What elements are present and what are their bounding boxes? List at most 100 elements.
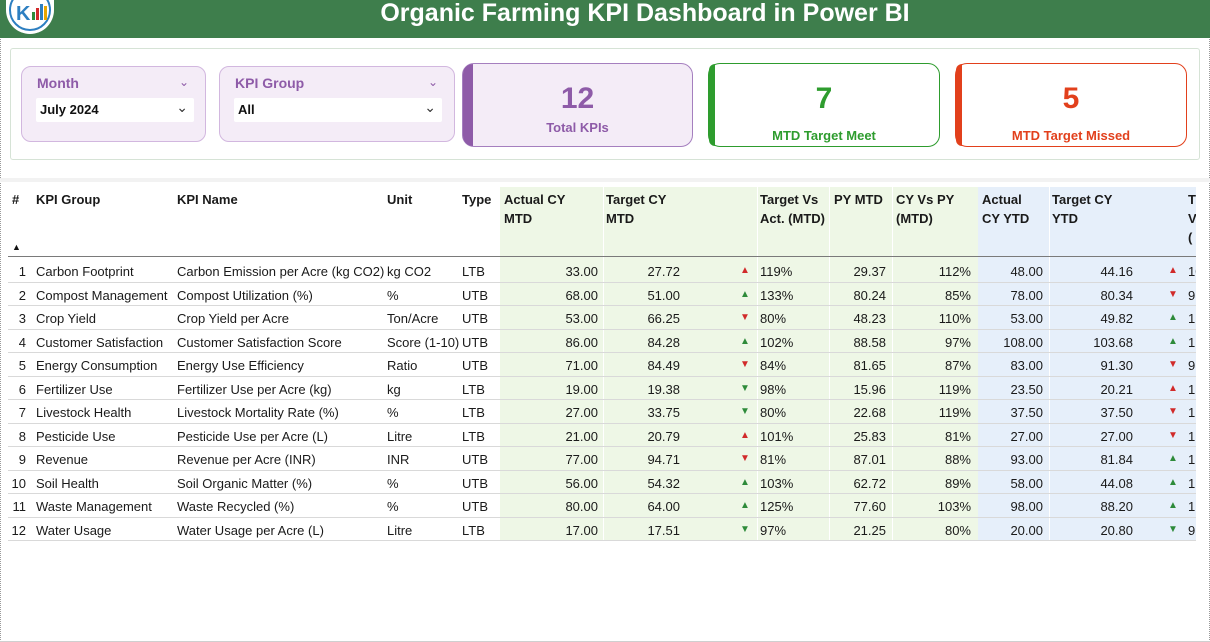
actual-cy-mtd-cell: 77.00 xyxy=(565,452,598,467)
chevron-down-icon[interactable]: ⌄ xyxy=(178,75,189,89)
header-actual-cy-mtd[interactable]: Actual CY MTD xyxy=(504,192,566,226)
target-vs-act-ytd-cell: 1 xyxy=(1188,311,1196,326)
divider xyxy=(0,178,1210,182)
kpi-group-cell: Customer Satisfaction xyxy=(36,334,164,350)
mtd-status-arrow-icon: ▲ xyxy=(740,265,750,276)
table-row[interactable]: 8 Pesticide Use Pesticide Use per Acre (L)… xyxy=(0,424,1196,447)
actual-cy-ytd-cell: 108.00 xyxy=(1003,334,1043,350)
ytd-status-arrow-icon: ▼ xyxy=(1168,359,1178,370)
header-kpi-group[interactable]: KPI Group xyxy=(36,192,101,207)
mtd-status-arrow-icon: ▲ xyxy=(740,476,750,488)
dropdown-arrow-icon[interactable]: ⌄ xyxy=(424,99,436,115)
cy-vs-py-mtd-cell: 110% xyxy=(938,311,971,326)
target-vs-act-ytd-cell: 1 xyxy=(1188,475,1196,491)
target-vs-act-mtd-cell: 97% xyxy=(760,522,787,538)
month-slicer[interactable]: Month ⌄ July 2024 ⌄ xyxy=(21,66,206,142)
actual-cy-mtd-cell: 80.00 xyxy=(565,499,598,514)
row-number: 2 xyxy=(18,287,26,303)
sort-ascending-icon[interactable]: ▲ xyxy=(12,242,21,252)
target-cy-mtd-cell: 84.28 xyxy=(647,334,680,350)
kpi-group-dropdown[interactable]: All ⌄ xyxy=(234,98,442,122)
target-cy-mtd-cell: 51.00 xyxy=(647,287,680,303)
table-row[interactable]: 4 Customer Satisfaction Customer Satisfact… xyxy=(0,330,1196,353)
cy-vs-py-mtd-cell: 97% xyxy=(944,334,971,350)
target-vs-act-ytd-cell: 1 xyxy=(1188,381,1196,397)
table-row[interactable]: 7 Livestock Health Livestock Mortality Rat… xyxy=(0,400,1196,424)
header-target-cy-mtd[interactable]: Target CY MTD xyxy=(606,192,667,226)
month-dropdown[interactable]: July 2024 ⌄ xyxy=(36,98,194,122)
header-target-vs-act-mtd[interactable]: Target Vs Act. (MTD) xyxy=(760,192,825,226)
table-row[interactable]: 12 Water Usage Water Usage per Acre (L) Lit… xyxy=(0,518,1196,541)
kpi-name-cell: Soil Organic Matter (%) xyxy=(177,475,313,491)
target-vs-act-ytd-cell: 1 xyxy=(1188,428,1196,444)
kpi-name-cell: Customer Satisfaction Score xyxy=(177,334,342,350)
row-divider xyxy=(8,540,1196,541)
dropdown-arrow-icon[interactable]: ⌄ xyxy=(176,99,188,115)
header-py-mtd[interactable]: PY MTD xyxy=(834,192,883,207)
header-target-vs-act-ytd[interactable]: T V ( xyxy=(1188,192,1196,245)
type-cell: UTB xyxy=(462,499,488,514)
table-row[interactable]: 1 Carbon Footprint Carbon Emission per Acr… xyxy=(0,259,1196,283)
table-row[interactable]: 5 Energy Consumption Energy Use Efficiency… xyxy=(0,353,1196,377)
actual-cy-mtd-cell: 17.00 xyxy=(565,522,598,538)
target-vs-act-mtd-cell: 102% xyxy=(760,334,794,350)
table-row[interactable]: 10 Soil Health Soil Organic Matter (%)% UTB… xyxy=(0,471,1196,494)
kpi-group-cell: Water Usage xyxy=(36,522,112,538)
row-number: 7 xyxy=(18,405,26,420)
row-divider xyxy=(8,493,1196,494)
header-unit[interactable]: Unit xyxy=(387,192,413,207)
row-number: 4 xyxy=(18,334,26,350)
actual-cy-mtd-cell: 86.00 xyxy=(565,334,598,350)
header-target-cy-ytd[interactable]: Target CY YTD xyxy=(1052,192,1113,226)
header-num[interactable]: # xyxy=(12,192,20,207)
kpi-group-slicer[interactable]: KPI Group ⌄ All ⌄ xyxy=(219,66,455,142)
chevron-down-icon[interactable]: ⌄ xyxy=(427,75,438,89)
row-divider xyxy=(8,305,1196,306)
row-number: 9 xyxy=(18,452,26,467)
actual-cy-mtd-cell: 19.00 xyxy=(565,381,598,397)
target-cy-ytd-cell: 88.20 xyxy=(1100,499,1133,514)
py-mtd-cell: 77.60 xyxy=(853,499,886,514)
mtd-target-missed-value: 5 xyxy=(1062,82,1080,115)
header-type[interactable]: Type xyxy=(462,192,492,207)
kpi-table: # KPI Group KPI Name Unit Type Actual CY… xyxy=(0,184,1196,544)
target-cy-ytd-cell: 20.21 xyxy=(1100,381,1133,397)
actual-cy-ytd-cell: 27.00 xyxy=(1010,428,1043,444)
unit-cell: kg CO2 xyxy=(387,264,432,279)
actual-cy-ytd-cell: 20.00 xyxy=(1010,522,1043,538)
target-vs-act-mtd-cell: 80% xyxy=(760,311,787,326)
table-row[interactable]: 6 Fertilizer Use Fertilizer Use per Acre (… xyxy=(0,377,1196,400)
ytd-status-arrow-icon: ▲ xyxy=(1168,312,1178,323)
company-logo: K xyxy=(6,0,54,34)
row-number: 3 xyxy=(18,311,26,326)
target-cy-ytd-cell: 37.50 xyxy=(1100,405,1133,420)
cy-vs-py-mtd-cell: 87% xyxy=(944,358,971,373)
kpi-name-cell: Waste Recycled (%) xyxy=(177,499,295,514)
total-kpis-value: 12 xyxy=(560,82,595,115)
table-row[interactable]: 11 Waste Management Waste Recycled (%)% UTB… xyxy=(0,494,1196,518)
target-vs-act-mtd-cell: 101% xyxy=(760,428,794,444)
mtd-status-arrow-icon: ▼ xyxy=(740,359,750,370)
table-row[interactable]: 3 Crop Yield Crop Yield per Acre Ton/Acre UT… xyxy=(0,306,1196,330)
target-vs-act-mtd-cell: 119% xyxy=(760,264,793,279)
header-actual-cy-ytd[interactable]: Actual CY YTD xyxy=(982,192,1030,226)
target-vs-act-mtd-cell: 133% xyxy=(760,287,794,303)
table-row[interactable]: 2 Compost Management Compost Utilization (… xyxy=(0,283,1196,306)
unit-cell: % xyxy=(387,287,399,303)
table-row[interactable]: 9 Revenue Revenue per Acre (INR) INR UTB 77.0… xyxy=(0,447,1196,471)
header-cy-vs-py-mtd[interactable]: CY Vs PY (MTD) xyxy=(896,192,955,226)
target-cy-mtd-cell: 64.00 xyxy=(647,499,680,514)
py-mtd-cell: 88.58 xyxy=(853,334,886,350)
ytd-status-arrow-icon: ▼ xyxy=(1168,523,1178,535)
type-cell: LTB xyxy=(462,264,485,279)
py-mtd-cell: 62.72 xyxy=(853,475,886,491)
row-divider xyxy=(8,399,1196,400)
ytd-status-arrow-icon: ▲ xyxy=(1168,453,1178,464)
kpi-group-cell: Energy Consumption xyxy=(36,358,158,373)
header-kpi-name[interactable]: KPI Name xyxy=(177,192,238,207)
row-number: 12 xyxy=(11,522,26,538)
column-divider xyxy=(892,187,893,540)
kpi-group-value: All xyxy=(238,102,255,117)
target-vs-act-mtd-cell: 81% xyxy=(760,452,787,467)
cy-vs-py-mtd-cell: 89% xyxy=(944,475,971,491)
